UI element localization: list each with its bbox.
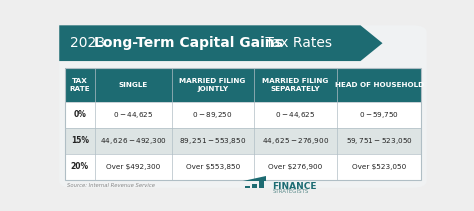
Text: $44,625  -  $276,900: $44,625 - $276,900: [262, 136, 329, 146]
Text: Over $553,850: Over $553,850: [185, 164, 240, 170]
Text: Over $276,900: Over $276,900: [268, 164, 323, 170]
Bar: [65, 102, 421, 128]
Text: Source: Internal Revenue Service: Source: Internal Revenue Service: [66, 183, 155, 188]
Bar: [65, 154, 421, 180]
Text: 15%: 15%: [71, 136, 89, 145]
Text: TAX
RATE: TAX RATE: [70, 78, 90, 92]
Text: 2023: 2023: [70, 36, 109, 50]
Text: MARRIED FILING
SEPARATELY: MARRIED FILING SEPARATELY: [262, 78, 328, 92]
Polygon shape: [243, 176, 266, 181]
Text: Long-Term Capital Gains: Long-Term Capital Gains: [94, 36, 283, 50]
FancyBboxPatch shape: [59, 25, 427, 188]
Text: MARRIED FILING
JOINTLY: MARRIED FILING JOINTLY: [180, 78, 246, 92]
Text: $59,751  -  $523,050: $59,751 - $523,050: [346, 136, 413, 146]
Text: SINGLE: SINGLE: [118, 82, 148, 88]
Text: Over $523,050: Over $523,050: [352, 164, 406, 170]
Text: STRATEGISTS: STRATEGISTS: [272, 189, 309, 194]
Bar: [65, 68, 421, 102]
Text: FINANCE: FINANCE: [272, 183, 317, 191]
Text: 20%: 20%: [71, 162, 89, 171]
Text: $0  -  $44,625: $0 - $44,625: [275, 110, 316, 120]
Text: Over $492,300: Over $492,300: [106, 164, 161, 170]
Text: $0  -  $59,750: $0 - $59,750: [359, 110, 399, 120]
Bar: [65, 68, 421, 180]
Text: $0  -  $44,625: $0 - $44,625: [113, 110, 154, 120]
Text: $0  -  $89,250: $0 - $89,250: [192, 110, 233, 120]
Text: Tax Rates: Tax Rates: [261, 36, 331, 50]
Text: $44,626  -  $492,300: $44,626 - $492,300: [100, 136, 167, 146]
Polygon shape: [59, 25, 383, 61]
Text: $89,251  -  $553,850: $89,251 - $553,850: [179, 136, 246, 146]
Bar: [245, 186, 250, 193]
Text: HEAD OF HOUSEHOLD: HEAD OF HOUSEHOLD: [335, 82, 424, 88]
Bar: [259, 181, 264, 193]
Bar: [65, 128, 421, 154]
Bar: [252, 184, 257, 193]
Text: 0%: 0%: [73, 110, 86, 119]
